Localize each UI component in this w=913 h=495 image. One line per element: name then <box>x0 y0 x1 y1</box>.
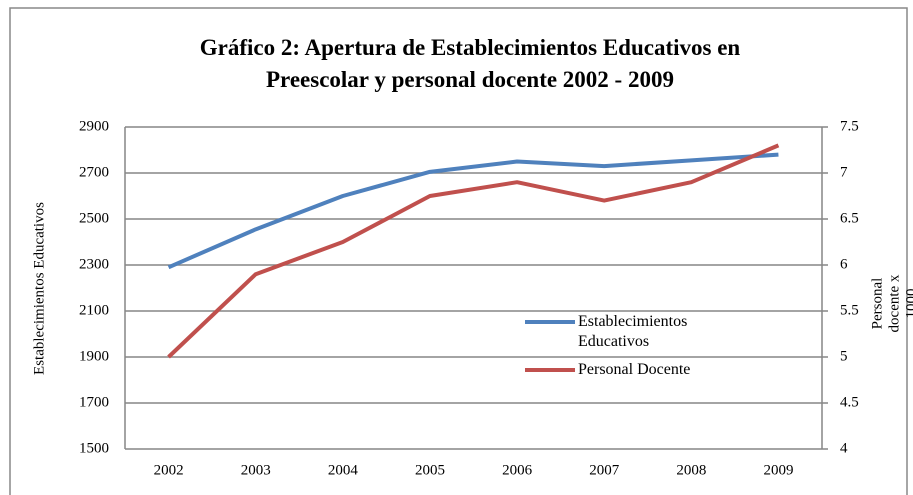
x-tick-label: 2005 <box>415 462 445 478</box>
y2-tick-label: 4 <box>840 440 848 456</box>
chart-title: Gráfico 2: Apertura de Establecimientos … <box>199 35 741 92</box>
series-line <box>167 152 779 270</box>
y2-tick-label: 4.5 <box>840 394 859 410</box>
x-tick-label: 2006 <box>502 462 533 478</box>
y2-axis-label: Personal docente x 1000 <box>869 274 913 333</box>
y-tick-label: 1500 <box>79 440 109 456</box>
y2-tick-label: 5 <box>840 348 848 364</box>
y2-tick-label: 6 <box>840 256 848 272</box>
y-axis-label: Establecimientos Educativos <box>31 202 48 375</box>
y-tick-label: 2900 <box>79 118 109 134</box>
x-tick-label: 2007 <box>589 462 620 478</box>
legend-label: Establecimientos Educativos <box>578 313 688 350</box>
y-tick-label: 1700 <box>79 394 109 410</box>
y2-tick-label: 5.5 <box>840 302 859 318</box>
y-tick-label: 2300 <box>79 256 109 272</box>
x-tick-label: 2004 <box>328 462 359 478</box>
y2-tick-label: 7 <box>840 164 848 180</box>
y-tick-label: 2100 <box>79 302 109 318</box>
legend-label: Personal Docente <box>578 361 691 378</box>
y-tick-label: 1900 <box>79 348 109 364</box>
x-tick-label: 2002 <box>154 462 184 478</box>
y2-tick-label: 6.5 <box>840 210 859 226</box>
y2-tick-label: 7.5 <box>840 118 859 134</box>
y-tick-label: 2700 <box>79 164 109 180</box>
series-line <box>167 143 780 359</box>
x-tick-label: 2008 <box>676 462 706 478</box>
chart-border <box>9 7 908 495</box>
x-tick-label: 2009 <box>763 462 793 478</box>
y-tick-label: 2500 <box>79 210 109 226</box>
x-tick-label: 2003 <box>241 462 271 478</box>
